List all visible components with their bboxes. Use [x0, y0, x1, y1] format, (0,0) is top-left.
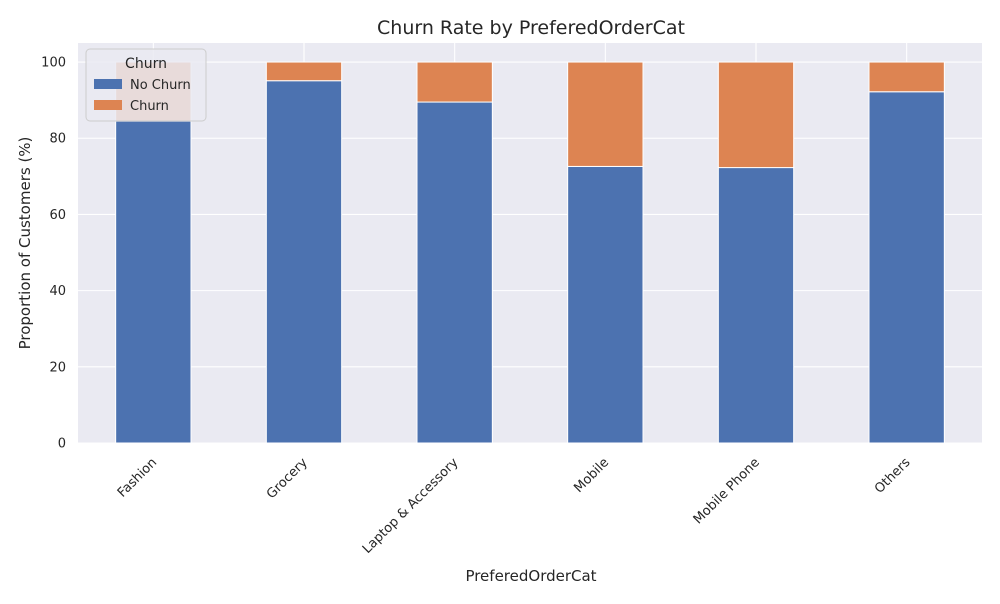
plot-area [78, 43, 982, 443]
bar-churn [265, 61, 343, 82]
y-tick-label: 80 [49, 132, 66, 147]
y-axis-label: Proportion of Customers (%) [16, 137, 34, 350]
legend-title: Churn [125, 56, 167, 72]
x-tick-label: Mobile Phone [691, 455, 763, 527]
x-tick-label: Fashion [115, 455, 160, 500]
bar-no-churn [416, 101, 493, 444]
y-tick-label: 20 [49, 360, 66, 375]
bar-churn [416, 61, 493, 103]
y-tick-label: 100 [41, 56, 66, 71]
legend-label: Churn [130, 99, 169, 114]
x-tick-label: Grocery [264, 455, 311, 502]
bar-churn [868, 61, 945, 93]
chart-title: Churn Rate by PreferedOrderCat [377, 17, 685, 39]
y-tick-label: 0 [58, 437, 66, 452]
bar-churn [717, 61, 795, 169]
y-tick-label: 60 [49, 208, 66, 223]
bar-no-churn [115, 120, 192, 444]
legend-swatch [94, 100, 122, 110]
bar-no-churn [567, 165, 644, 444]
bar-churn [567, 61, 644, 167]
legend-swatch [94, 79, 122, 89]
x-tick-label: Others [872, 455, 914, 497]
x-axis-label: PreferedOrderCat [465, 567, 596, 585]
legend-label: No Churn [130, 78, 191, 93]
bar-no-churn [868, 91, 945, 444]
y-tick-label: 40 [49, 284, 66, 299]
bar-no-churn [717, 167, 795, 444]
bar-no-churn [265, 80, 343, 444]
x-tick-label: Mobile [571, 455, 612, 496]
x-tick-label: Laptop & Accessory [360, 455, 462, 557]
